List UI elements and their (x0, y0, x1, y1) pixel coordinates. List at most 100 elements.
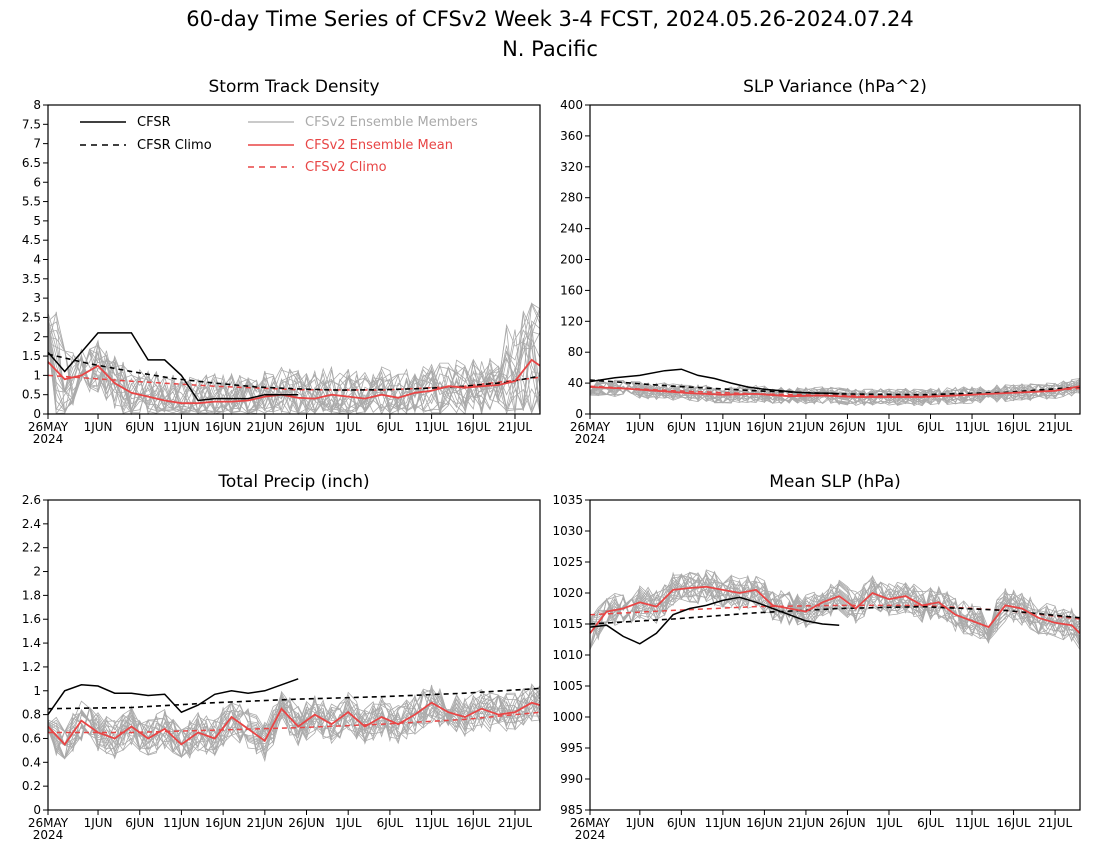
x-tick-label: 6JUL (377, 816, 404, 830)
y-tick-label: 1.4 (22, 636, 41, 650)
x-tick-label: 11JUL (414, 816, 449, 830)
y-tick-label: 1025 (552, 555, 583, 569)
x-tick-label: 16JUL (456, 816, 491, 830)
x-tick-label: 26JUN (288, 420, 325, 434)
x-tick-label: 11JUN (163, 816, 200, 830)
x-tick-label: 26JUN (829, 420, 866, 434)
x-tick-label: 16JUN (205, 420, 242, 434)
y-tick-label: 0 (575, 407, 583, 421)
x-tick-label: 16JUL (456, 420, 491, 434)
series-cfsv2-ensemble-member (47, 695, 541, 760)
panel-title: Total Precip (inch) (217, 472, 369, 492)
series-cfsv2-ensemble-member (589, 380, 1081, 405)
x-tick-label: 6JUN (125, 420, 154, 434)
series-cfsv2-ensemble-member (47, 691, 541, 763)
x-tick-label: 21JUN (788, 420, 825, 434)
x-tick-label: 6JUL (917, 816, 944, 830)
x-tick-label: 1JUN (84, 816, 113, 830)
y-tick-label: 360 (560, 129, 583, 143)
y-tick-label: 1 (33, 368, 41, 382)
plot-frame (589, 104, 1081, 415)
series-cfsv2-ensemble-member (47, 690, 541, 760)
series-cfsr-climo (47, 353, 541, 391)
y-tick-label: 990 (560, 772, 583, 786)
y-tick-label: 2.4 (22, 517, 41, 531)
series-cfsv2-ensemble-member (47, 684, 541, 760)
y-tick-label: 1035 (552, 493, 583, 507)
x-tick-label: 16JUN (746, 816, 783, 830)
panel-title: SLP Variance (hPa^2) (743, 77, 927, 97)
y-tick-label: 1015 (552, 617, 583, 631)
y-tick-label: 80 (568, 345, 583, 359)
y-tick-label: 985 (560, 803, 583, 817)
y-tick-label: 200 (560, 253, 583, 267)
series-cfsv2-ensemble-member (47, 693, 541, 751)
x-tick-label: 16JUL (996, 420, 1031, 434)
y-tick-label: 0.5 (22, 388, 41, 402)
x-tick-label: 11JUL (955, 816, 990, 830)
y-tick-label: 120 (560, 314, 583, 328)
x-tick-label: 11JUN (705, 420, 742, 434)
y-tick-label: 240 (560, 222, 583, 236)
y-tick-label: 8 (33, 98, 41, 112)
y-tick-label: 1.8 (22, 588, 41, 602)
plot-frame (589, 499, 1081, 811)
x-tick-label: 26MAY (28, 816, 69, 830)
x-tick-label: 6JUL (377, 420, 404, 434)
y-tick-label: 995 (560, 741, 583, 755)
x-tick-label: 6JUL (917, 420, 944, 434)
y-tick-label: 3.5 (22, 272, 41, 286)
x-tick-label: 16JUL (996, 816, 1031, 830)
y-tick-label: 2.6 (22, 493, 41, 507)
series-cfsr-climo (47, 687, 541, 710)
panel-mean-slp: Mean SLP (hPa) 985 990 995 1000 1005 1010 1015 1… (552, 472, 1081, 842)
series-cfsv2-ensemble-member (589, 569, 1081, 650)
plot-frame (47, 104, 541, 415)
y-tick-label: 1.6 (22, 612, 41, 626)
y-tick-label: 400 (560, 98, 583, 112)
x-tick-label: 6JUN (667, 816, 696, 830)
y-tick-label: 0.6 (22, 731, 41, 745)
x-tick-label: 1JUL (335, 420, 362, 434)
y-tick-label: 0 (33, 803, 41, 817)
series-cfsv2-ensemble-member (589, 572, 1081, 649)
series-cfsv2-ensemble-member (589, 381, 1081, 406)
y-tick-label: 160 (560, 283, 583, 297)
series-cfsv2-ensemble-member (47, 329, 541, 415)
panel-title: Mean SLP (hPa) (769, 472, 901, 492)
x-tick-label: 26MAY (570, 420, 611, 434)
panel-total-precip: Total Precip (inch) 0 0.2 0.4 0.6 0.8 1 1.2 1.4 1… (22, 472, 541, 842)
y-tick-label: 1.2 (22, 660, 41, 674)
series-cfsr (589, 368, 840, 395)
x-tick-label: 11JUN (705, 816, 742, 830)
legend-cfsv2-climo-label: CFSv2 Climo (305, 160, 387, 175)
series-cfsv2-ensemble-member (47, 689, 541, 758)
y-tick-label: 4 (33, 253, 41, 267)
x-tick-label: 16JUN (205, 816, 242, 830)
series-cfsv2-ensemble-member (589, 379, 1081, 405)
series-cfsv2-ensemble-member (47, 317, 541, 416)
panel-title: Storm Track Density (208, 77, 379, 97)
x-tick-label: 21JUN (788, 816, 825, 830)
series-cfsr-climo (589, 605, 1081, 625)
x-tick-label: 11JUN (163, 420, 200, 434)
legend-cfsr-climo-label: CFSR Climo (137, 138, 212, 153)
series-cfsv2-ensemble-member (589, 576, 1081, 639)
x-tick-label: 6JUN (667, 420, 696, 434)
y-tick-label: 0 (33, 407, 41, 421)
y-tick-label: 5 (33, 214, 41, 228)
series-cfsv2-ensemble-member (47, 686, 541, 757)
y-tick-label: 40 (568, 376, 583, 390)
y-tick-label: 2 (33, 330, 41, 344)
y-tick-label: 1.5 (22, 349, 41, 363)
x-tick-label: 6JUN (125, 816, 154, 830)
y-tick-label: 5.5 (22, 195, 41, 209)
series-cfsv2-ensemble-member (589, 573, 1081, 649)
x-tick-label: 16JUN (746, 420, 783, 434)
series-cfsv2-ensemble-mean (589, 585, 1081, 634)
x-year-label: 2024 (33, 828, 64, 842)
y-tick-label: 6.5 (22, 156, 41, 170)
y-tick-label: 1030 (552, 524, 583, 538)
series-cfsv2-ensemble-mean (47, 358, 541, 405)
y-tick-label: 0.2 (22, 779, 41, 793)
